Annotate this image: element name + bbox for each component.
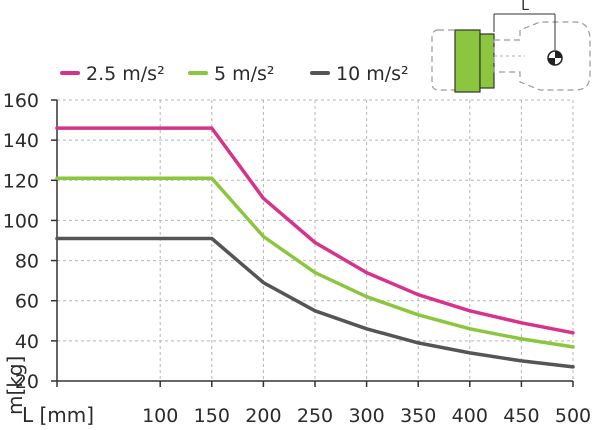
x-tick-label: 100 <box>142 405 178 427</box>
series-line-2 <box>55 176 575 349</box>
diagram-green-block-left <box>454 29 481 93</box>
dimension-label: L <box>521 0 529 14</box>
x-tick-label: 450 <box>503 405 539 427</box>
diagram-right-housing <box>493 21 591 91</box>
y-tick-label: 60 <box>15 291 39 313</box>
y-tick-label: 80 <box>15 251 39 273</box>
y-axis-label: m[kg] <box>3 356 27 415</box>
x-tick-label: 350 <box>400 405 436 427</box>
legend-label-3: 10 m/s² <box>336 63 409 85</box>
product-diagram: L <box>431 0 591 93</box>
y-tick-label: 140 <box>3 130 39 152</box>
diagram-green-block-right <box>479 33 495 89</box>
y-tick-label: 100 <box>3 210 39 232</box>
tick-labels: 20 40 60 80 100 120 140 160 100 150 200 250 300 350 40… <box>3 90 591 427</box>
series-group <box>55 126 575 369</box>
series-line-1 <box>55 126 575 335</box>
x-tick-label: 300 <box>348 405 384 427</box>
series-line-3 <box>55 236 575 369</box>
y-tick-label: 120 <box>3 170 39 192</box>
legend-label-2: 5 m/s² <box>214 63 275 85</box>
x-tick-label: 150 <box>194 405 230 427</box>
x-tick-label: 400 <box>452 405 488 427</box>
diagram-left-housing <box>431 29 461 91</box>
legend: 2.5 m/s² 5 m/s² 10 m/s² <box>60 63 409 85</box>
x-tick-label: 500 <box>555 405 591 427</box>
x-tick-label: 250 <box>297 405 333 427</box>
y-tick-label: 160 <box>3 90 39 112</box>
x-tick-label: 200 <box>245 405 281 427</box>
y-tick-label: 20 <box>15 371 39 393</box>
legend-label-1: 2.5 m/s² <box>86 63 165 85</box>
x-axis-label: L [mm] <box>22 403 94 427</box>
y-tick-label: 40 <box>15 331 39 353</box>
axes <box>51 99 574 387</box>
